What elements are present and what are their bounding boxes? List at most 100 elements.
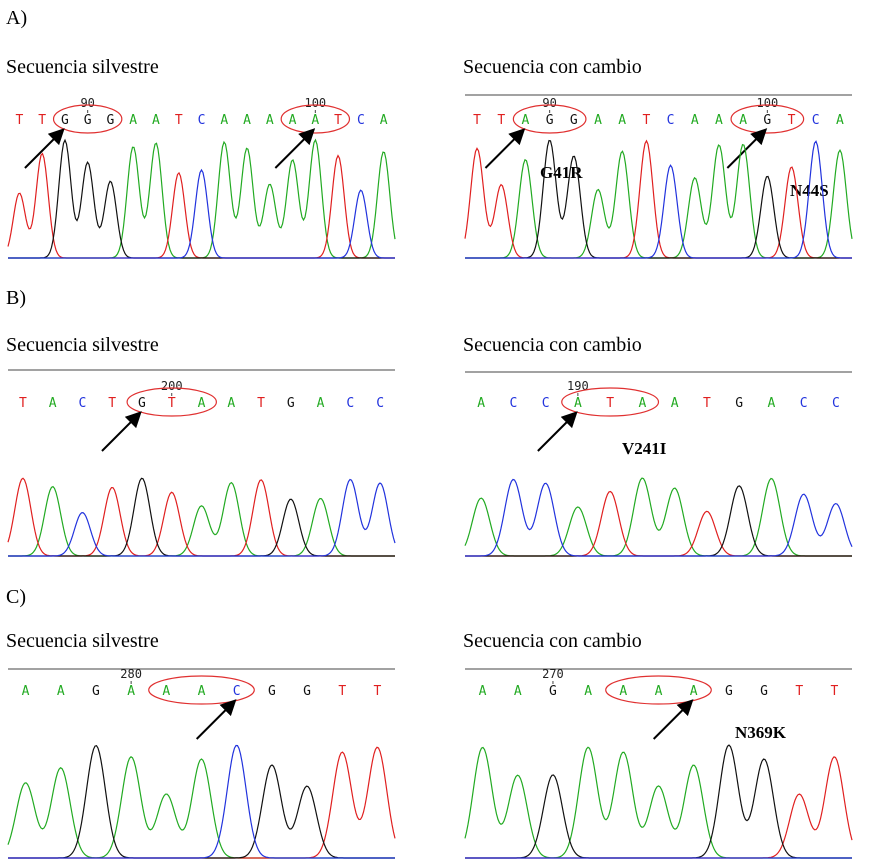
base: A xyxy=(618,113,626,128)
base: G xyxy=(546,113,554,128)
base: A xyxy=(127,684,135,699)
base: A xyxy=(311,113,319,128)
arrow xyxy=(538,414,575,451)
arrow xyxy=(102,414,139,451)
trace xyxy=(8,746,395,858)
section-title: Secuencia silvestre xyxy=(6,630,159,652)
base: T xyxy=(473,113,481,128)
panel-label: A) xyxy=(6,7,27,29)
base: A xyxy=(198,684,206,699)
base: A xyxy=(836,113,844,128)
chromatogram xyxy=(8,478,395,556)
base: G xyxy=(268,684,276,699)
base: C xyxy=(79,396,87,411)
base: A xyxy=(129,113,137,128)
base: T xyxy=(795,684,803,699)
base: A xyxy=(380,113,388,128)
trace xyxy=(8,757,395,858)
base: G xyxy=(92,684,100,699)
section-title: Secuencia con cambio xyxy=(463,630,642,652)
trace xyxy=(8,478,395,556)
base: G xyxy=(303,684,311,699)
trace xyxy=(465,757,852,858)
base: C xyxy=(233,684,241,699)
base: A xyxy=(198,396,206,411)
base: A xyxy=(767,396,775,411)
base: C xyxy=(509,396,517,411)
base: G xyxy=(735,396,743,411)
arrow xyxy=(197,702,234,739)
base: C xyxy=(198,113,206,128)
chromatogram xyxy=(8,140,395,258)
base: A xyxy=(619,684,627,699)
base: G xyxy=(725,684,733,699)
base: A xyxy=(266,113,274,128)
base: G xyxy=(107,113,115,128)
figure: A)Secuencia silvestreTTGGGAATCAAAAATCA90… xyxy=(0,0,881,861)
trace xyxy=(8,170,395,258)
base: G xyxy=(760,684,768,699)
trace xyxy=(8,483,395,556)
section-title: Secuencia silvestre xyxy=(6,56,159,78)
base: C xyxy=(357,113,365,128)
position-number: 90 xyxy=(542,96,556,110)
base: T xyxy=(373,684,381,699)
chromatogram xyxy=(8,746,395,859)
base: C xyxy=(800,396,808,411)
base: T xyxy=(108,396,116,411)
base: G xyxy=(138,396,146,411)
position-number: 100 xyxy=(304,96,326,110)
base: A xyxy=(574,396,582,411)
arrow xyxy=(654,702,691,739)
base: G xyxy=(61,113,69,128)
position-number: 270 xyxy=(542,667,564,681)
trace xyxy=(8,478,395,556)
base: A xyxy=(655,684,663,699)
base: T xyxy=(15,113,23,128)
base: A xyxy=(22,684,30,699)
base: T xyxy=(334,113,342,128)
base: A xyxy=(162,684,170,699)
base: G xyxy=(84,113,92,128)
trace xyxy=(465,480,852,557)
base: A xyxy=(584,684,592,699)
base: C xyxy=(812,113,820,128)
base: C xyxy=(346,396,354,411)
base: A xyxy=(671,396,679,411)
base: A xyxy=(227,396,235,411)
base: C xyxy=(832,396,840,411)
position-number: 280 xyxy=(120,667,142,681)
base: T xyxy=(38,113,46,128)
chromatogram xyxy=(465,745,852,858)
base: G xyxy=(763,113,771,128)
base: T xyxy=(257,396,265,411)
base: T xyxy=(168,396,176,411)
position-number: 190 xyxy=(567,379,589,393)
trace xyxy=(8,747,395,858)
base: A xyxy=(49,396,57,411)
base: A xyxy=(690,684,698,699)
base: T xyxy=(788,113,796,128)
base: G xyxy=(549,684,557,699)
base: T xyxy=(642,113,650,128)
panel-label: C) xyxy=(6,586,26,608)
base: A xyxy=(57,684,65,699)
base: T xyxy=(703,396,711,411)
base: A xyxy=(152,113,160,128)
base: A xyxy=(479,684,487,699)
base: T xyxy=(19,396,27,411)
section-title: Secuencia con cambio xyxy=(463,334,642,356)
arrow xyxy=(727,131,764,168)
base: T xyxy=(175,113,183,128)
arrow xyxy=(485,131,522,168)
base: T xyxy=(497,113,505,128)
base: A xyxy=(514,684,522,699)
base: A xyxy=(594,113,602,128)
section-title: Secuencia silvestre xyxy=(6,334,159,356)
base: A xyxy=(691,113,699,128)
arrow xyxy=(25,131,62,168)
base: G xyxy=(287,396,295,411)
position-number: 100 xyxy=(757,96,779,110)
trace xyxy=(465,478,852,556)
base: A xyxy=(243,113,251,128)
